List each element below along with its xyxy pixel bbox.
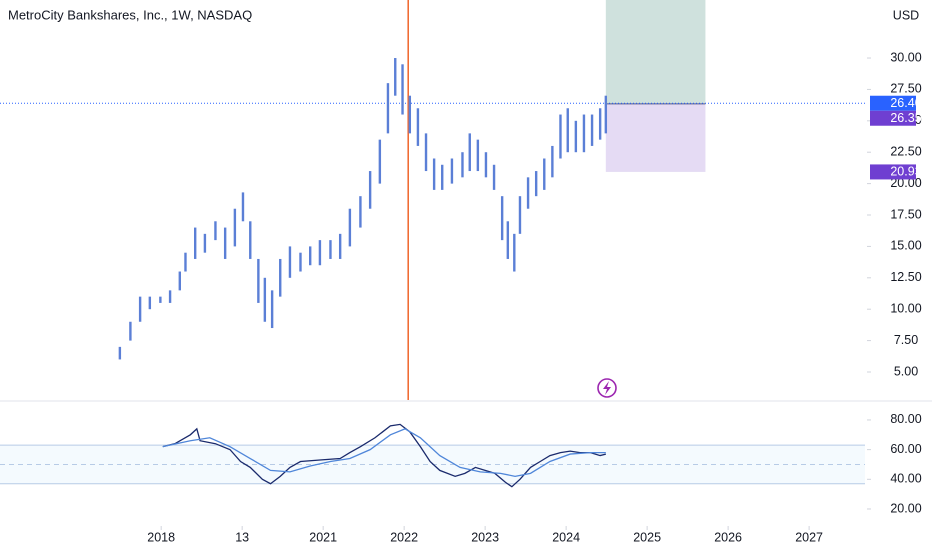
y-tick-label: 22.50 [890,145,921,159]
x-tick-label: 2021 [309,530,337,544]
stop-tag-bg [870,164,916,180]
y-tick-label: 30.00 [890,50,921,64]
y-tick-label: 40.00 [890,472,921,486]
entry-tag: 26.35 [890,111,921,125]
y-tick-label: 7.50 [894,333,918,347]
oscillator-line [162,428,606,477]
y-tick-label: 27.50 [890,82,921,96]
y-tick-label: 20.00 [890,501,921,515]
chart-title: MetroCity Bankshares, Inc., 1W, NASDAQ [8,7,252,22]
entry-tag-bg [870,110,916,126]
y-tick-label: 5.00 [894,364,918,378]
x-tick-label: 2023 [471,530,499,544]
target-zone [605,0,706,104]
y-tick-label: 10.00 [890,301,921,315]
x-tick-label: 2025 [633,530,661,544]
price-tag: 26.40 [890,96,921,110]
x-tick-label: 2024 [552,530,580,544]
stop-zone [605,103,706,172]
oscillator-line [162,423,606,488]
y-tick-label: 12.50 [890,270,921,284]
x-tick-label: 13 [235,530,249,544]
x-tick-label: 2027 [795,530,823,544]
y-tick-label: 15.00 [890,239,921,253]
y-tick-label: 60.00 [890,442,921,456]
x-tick-label: 2022 [390,530,418,544]
alert-icon[interactable] [597,378,617,398]
x-tick-label: 2026 [714,530,742,544]
currency: USD [893,8,919,22]
stop-tag: 20.93 [890,165,921,179]
price-tag-bg [870,95,916,111]
y-tick-label: 17.50 [890,207,921,221]
y-tick-label: 80.00 [890,412,921,426]
x-tick-label: 2018 [147,530,175,544]
